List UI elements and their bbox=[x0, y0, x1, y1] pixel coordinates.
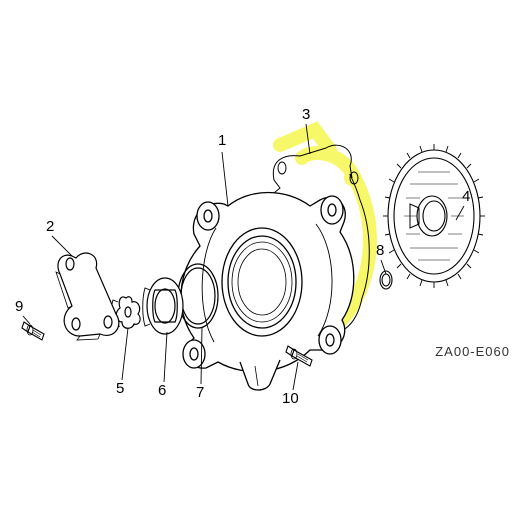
callout-2: 2 bbox=[46, 218, 54, 235]
callout-7: 7 bbox=[196, 384, 204, 401]
part-6-outer-rotor bbox=[143, 278, 183, 334]
part-9-bolt bbox=[22, 322, 44, 340]
part-4-gear bbox=[383, 144, 485, 288]
callout-1: 1 bbox=[218, 132, 226, 149]
diagram-code: ZA00-E060 bbox=[435, 344, 510, 359]
part-2-cover bbox=[56, 253, 119, 340]
part-1-housing bbox=[181, 193, 354, 391]
callout-3: 3 bbox=[302, 106, 310, 123]
callout-5: 5 bbox=[116, 380, 124, 397]
callout-10: 10 bbox=[282, 390, 299, 407]
callout-6: 6 bbox=[158, 382, 166, 399]
callout-9: 9 bbox=[15, 298, 23, 315]
callout-8: 8 bbox=[376, 242, 384, 259]
exploded-diagram: 1 2 3 4 5 6 7 8 9 10 ZA00-E060 bbox=[0, 0, 512, 512]
callout-4: 4 bbox=[462, 188, 470, 205]
diagram-svg bbox=[0, 0, 512, 512]
